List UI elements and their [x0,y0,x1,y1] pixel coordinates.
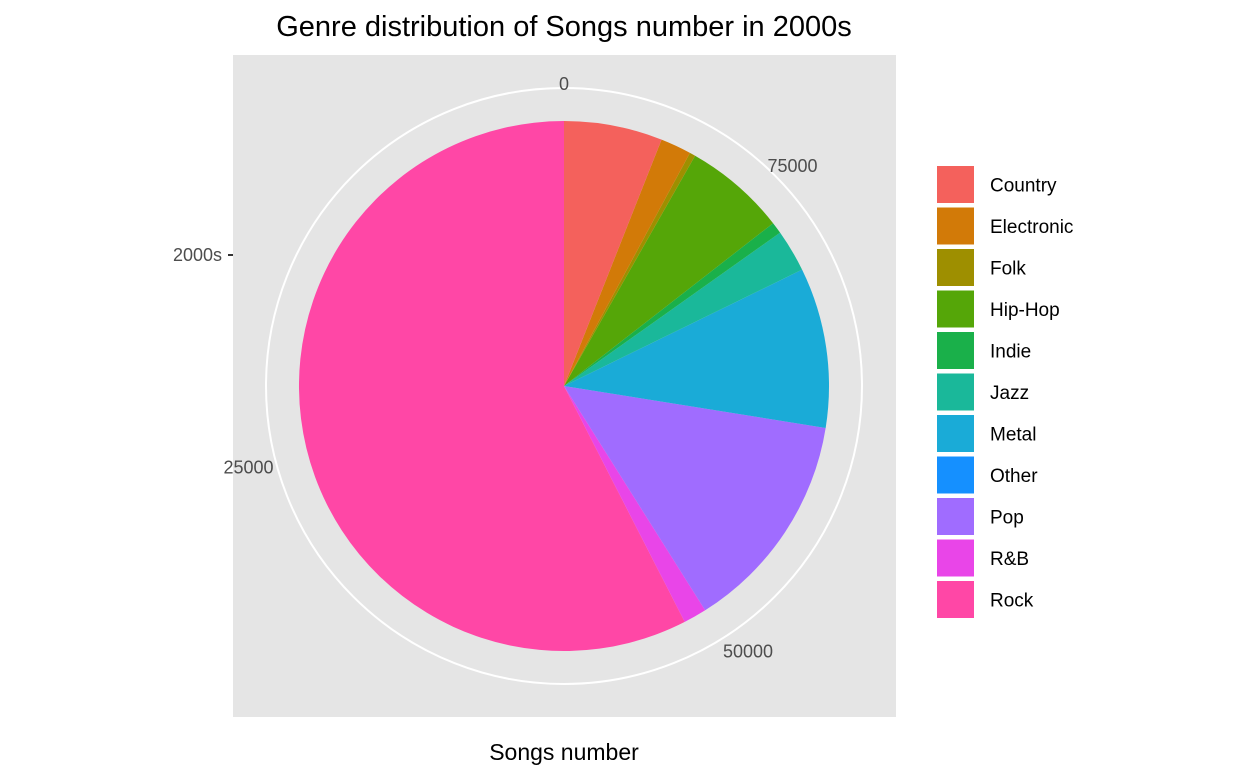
legend-item-folk: Folk [937,249,1026,286]
legend-item-jazz: Jazz [937,373,1029,411]
legend: Country Electronic Folk Hip-Hop Indie Jazz Met… [937,166,1073,618]
slice-electronic [564,139,690,386]
slice-country [564,121,662,386]
chart-title: Genre distribution of Songs number in 20… [276,11,852,43]
legend-swatch [937,581,974,618]
legend-label: Indie [990,342,1031,363]
radial-tick-label: 50000 [723,641,773,661]
legend-item-rock: Rock [937,581,1034,618]
legend-item-r-b: R&B [937,539,1029,577]
category-label: 2000s [173,245,222,265]
legend-label: Country [990,176,1057,197]
legend-item-metal: Metal [937,415,1036,452]
outer-grid-circle [265,87,863,685]
legend-label: R&B [990,549,1029,570]
slice-folk [564,152,696,386]
legend-label: Other [990,466,1038,487]
slice-indie [564,223,781,386]
legend-label: Jazz [990,383,1029,404]
tick-layer: 0 25000 50000 75000 [223,74,817,661]
legend-item-other: Other [937,456,1038,494]
legend-label: Electronic [990,217,1073,238]
legend-swatch [937,539,974,577]
legend-item-electronic: Electronic [937,207,1073,245]
legend-label: Hip-Hop [990,300,1060,321]
slice-r-b [564,386,706,622]
radial-tick-label: 0 [559,74,569,94]
legend-label: Rock [990,591,1034,612]
slice-jazz [564,232,803,386]
legend-swatch [937,207,974,245]
radial-tick-label: 25000 [223,458,273,478]
legend-swatch [937,456,974,494]
legend-item-hip-hop: Hip-Hop [937,290,1060,328]
legend-swatch [937,332,974,369]
legend-label: Pop [990,508,1024,529]
slices-layer [298,121,829,651]
x-axis-label: Songs number [489,739,639,765]
legend-item-country: Country [937,166,1057,203]
slice-pop [564,386,826,611]
slice-metal [564,269,829,428]
legend-label: Metal [990,425,1036,446]
slice-hip-hop [564,155,774,386]
legend-label: Folk [990,259,1026,280]
legend-swatch [937,166,974,203]
radial-tick-label: 75000 [768,156,818,176]
legend-item-pop: Pop [937,498,1024,535]
legend-item-indie: Indie [937,332,1031,369]
slice-rock [298,121,685,651]
legend-swatch [937,290,974,328]
legend-swatch [937,415,974,452]
legend-swatch [937,249,974,286]
legend-swatch [937,373,974,411]
legend-swatch [937,498,974,535]
